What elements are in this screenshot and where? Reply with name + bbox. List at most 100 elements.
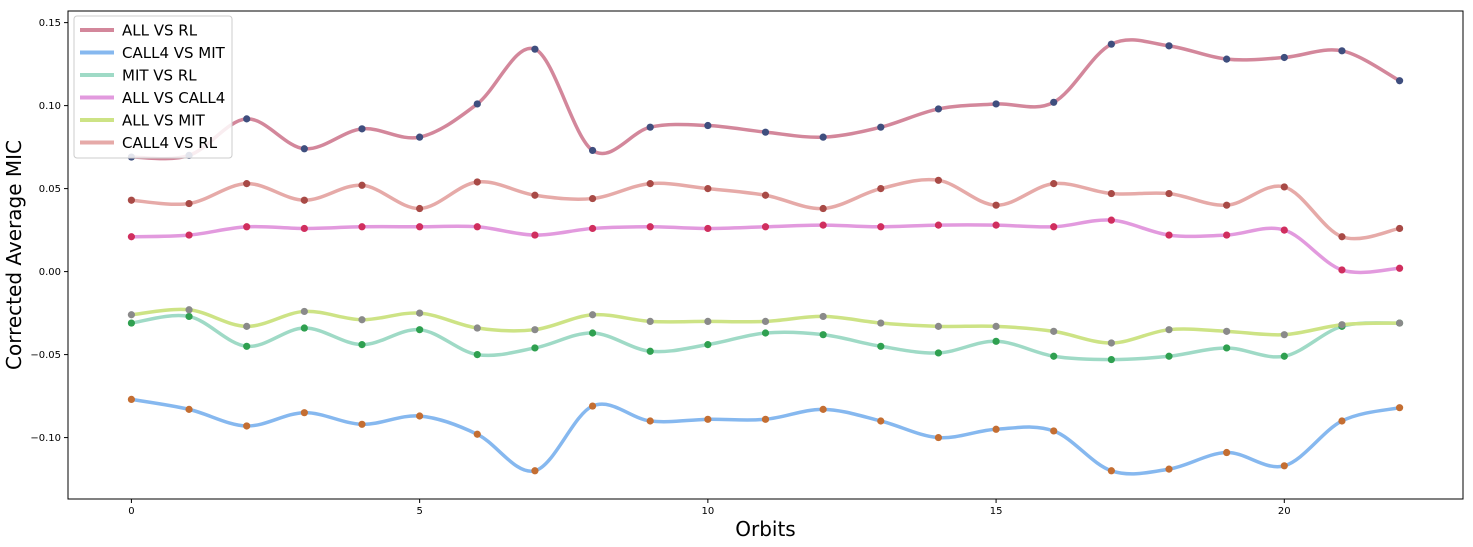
data-point-mit-vs-rl bbox=[531, 344, 539, 352]
data-point-all-vs-call4 bbox=[704, 224, 712, 233]
data-point-all-vs-mit bbox=[819, 312, 827, 321]
data-point-mit-vs-rl bbox=[1050, 352, 1058, 360]
data-point-mit-vs-rl bbox=[300, 324, 308, 332]
legend-label: ALL VS MIT bbox=[122, 112, 206, 130]
data-point-mit-vs-rl bbox=[1165, 352, 1173, 360]
data-point-call4-vs-mit bbox=[1165, 465, 1173, 473]
data-point-all-vs-mit bbox=[243, 322, 251, 330]
data-point-call4-vs-mit bbox=[185, 405, 193, 413]
data-point-mit-vs-rl bbox=[473, 350, 481, 359]
data-point-all-vs-call4 bbox=[1280, 226, 1288, 234]
data-point-all-vs-call4 bbox=[358, 223, 366, 231]
data-point-mit-vs-rl bbox=[358, 341, 366, 349]
data-point-all-vs-mit bbox=[1107, 339, 1115, 347]
data-point-all-vs-call4 bbox=[934, 221, 943, 229]
x-tick-label: 0 bbox=[128, 506, 134, 517]
legend-label: CALL4 VS MIT bbox=[122, 44, 226, 62]
data-point-call4-vs-rl bbox=[531, 191, 539, 199]
data-point-all-vs-call4 bbox=[992, 221, 1000, 229]
data-point-all-vs-rl bbox=[588, 146, 597, 155]
y-tick-label: 0.15 bbox=[39, 18, 61, 29]
data-point-call4-vs-rl bbox=[877, 185, 885, 193]
series-line-mit-vs-rl bbox=[129, 313, 1402, 362]
data-point-all-vs-call4 bbox=[1107, 216, 1115, 224]
data-point-call4-vs-rl bbox=[1223, 201, 1231, 209]
data-point-call4-vs-rl bbox=[416, 204, 424, 213]
data-point-call4-vs-mit bbox=[646, 417, 654, 425]
data-point-all-vs-call4 bbox=[1165, 231, 1173, 239]
y-axis: −0.10 −0.05 0.00 0.05 0.10 0.15 bbox=[30, 18, 68, 444]
data-point-all-vs-mit bbox=[473, 324, 481, 332]
data-point-call4-vs-rl bbox=[1338, 233, 1346, 241]
data-point-all-vs-mit bbox=[704, 317, 712, 325]
plot-area bbox=[67, 10, 1464, 500]
data-point-mit-vs-rl bbox=[243, 342, 251, 350]
data-point-mit-vs-rl bbox=[704, 341, 712, 349]
data-point-all-vs-mit bbox=[358, 316, 366, 324]
data-point-mit-vs-rl bbox=[646, 347, 654, 355]
data-point-call4-vs-rl bbox=[761, 191, 770, 199]
data-point-mit-vs-rl bbox=[1280, 352, 1288, 360]
legend: ALL VS RL CALL4 VS MIT MIT VS RL ALL VS CAL… bbox=[73, 15, 233, 159]
y-axis-label: Corrected Average MIC bbox=[2, 140, 26, 370]
data-point-call4-vs-mit bbox=[531, 467, 539, 475]
data-point-all-vs-call4 bbox=[1050, 223, 1058, 231]
data-point-call4-vs-mit bbox=[1050, 427, 1058, 435]
data-point-call4-vs-rl bbox=[588, 194, 597, 203]
data-point-call4-vs-mit bbox=[761, 415, 770, 423]
data-point-call4-vs-mit bbox=[819, 405, 827, 413]
data-point-call4-vs-rl bbox=[243, 180, 251, 188]
x-tick-label: 10 bbox=[701, 506, 714, 517]
legend-label: ALL VS CALL4 bbox=[122, 89, 225, 107]
data-point-mit-vs-rl bbox=[877, 342, 885, 350]
data-point-call4-vs-rl bbox=[1107, 189, 1115, 198]
data-point-mit-vs-rl bbox=[761, 329, 770, 337]
data-point-all-vs-call4 bbox=[416, 223, 424, 231]
x-tick-label: 5 bbox=[416, 506, 422, 517]
x-tick-label: 15 bbox=[990, 506, 1003, 517]
data-point-all-vs-rl bbox=[1223, 55, 1231, 63]
data-point-all-vs-mit bbox=[761, 317, 770, 325]
legend-label: MIT VS RL bbox=[122, 67, 197, 85]
data-point-all-vs-rl bbox=[761, 128, 770, 136]
series-line-all-vs-rl bbox=[129, 38, 1402, 161]
data-point-mit-vs-rl bbox=[992, 337, 1000, 345]
data-point-mit-vs-rl bbox=[934, 349, 943, 357]
data-point-call4-vs-mit bbox=[877, 417, 885, 425]
data-point-call4-vs-rl bbox=[934, 176, 943, 184]
x-axis-label: Orbits bbox=[735, 517, 795, 541]
data-point-all-vs-rl bbox=[243, 115, 251, 123]
y-tick-label: 0.05 bbox=[39, 184, 61, 195]
data-point-call4-vs-rl bbox=[704, 185, 712, 193]
data-point-call4-vs-rl bbox=[1050, 180, 1058, 188]
data-point-call4-vs-mit bbox=[1280, 462, 1288, 470]
data-point-all-vs-rl bbox=[934, 105, 943, 113]
data-point-all-vs-call4 bbox=[1338, 266, 1346, 274]
data-point-call4-vs-mit bbox=[300, 409, 308, 417]
data-point-all-vs-call4 bbox=[127, 233, 136, 241]
data-point-all-vs-mit bbox=[416, 309, 424, 317]
data-point-mit-vs-rl bbox=[127, 319, 136, 327]
data-point-mit-vs-rl bbox=[588, 329, 597, 337]
data-point-call4-vs-rl bbox=[1395, 224, 1404, 233]
data-point-all-vs-rl bbox=[416, 133, 424, 141]
data-point-all-vs-mit bbox=[877, 319, 885, 327]
data-point-all-vs-mit bbox=[127, 311, 136, 319]
data-point-all-vs-call4 bbox=[300, 224, 308, 233]
data-point-all-vs-call4 bbox=[1395, 264, 1404, 272]
data-point-all-vs-mit bbox=[185, 306, 193, 314]
data-point-call4-vs-mit bbox=[934, 433, 943, 442]
data-point-all-vs-mit bbox=[1280, 331, 1288, 339]
data-point-all-vs-rl bbox=[300, 145, 308, 153]
data-point-all-vs-mit bbox=[1165, 326, 1173, 334]
y-tick-label: −0.10 bbox=[30, 433, 61, 444]
data-point-call4-vs-mit bbox=[1223, 448, 1231, 457]
data-point-call4-vs-rl bbox=[819, 204, 827, 213]
data-point-call4-vs-mit bbox=[1107, 467, 1115, 475]
x-axis: 0 5 10 15 20 bbox=[128, 499, 1291, 517]
data-point-call4-vs-rl bbox=[185, 199, 193, 208]
data-point-all-vs-rl bbox=[1280, 53, 1288, 62]
data-point-all-vs-rl bbox=[1395, 77, 1404, 85]
data-point-all-vs-rl bbox=[1165, 42, 1173, 50]
data-point-all-vs-rl bbox=[473, 100, 481, 108]
